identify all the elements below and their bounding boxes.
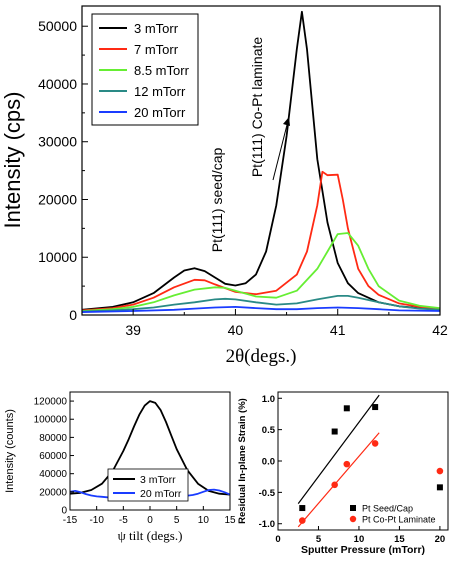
psi-y-tick-label-6: 120000 — [34, 397, 68, 408]
psi-legend-label-1: 20 mTorr — [140, 488, 182, 500]
strain-y-tick-label-4: 1.0 — [262, 394, 275, 405]
strain-x-axis-label: Sputter Pressure (mTorr) — [301, 544, 425, 556]
strain-x-tick-label-2: 10 — [354, 534, 365, 545]
xrd-x-tick-label-1: 40 — [228, 322, 244, 338]
xrd-series-4 — [81, 306, 441, 313]
strain-y-tick-label-0: -1.0 — [259, 519, 275, 530]
xrd-series-lines — [81, 10, 441, 313]
psi-y-tick-label-4: 80000 — [39, 433, 67, 444]
strain-point-1-4 — [436, 467, 444, 475]
strain-chart: 0 5 10 15 20 -1.0 -0.5 0.0 0.5 1.0 Residual In-pl… — [237, 391, 449, 556]
xrd-ticks: 39 40 41 42 0 10000 20000 30000 40000 50000 — [38, 18, 448, 338]
xrd-y-tick-label-0: 0 — [69, 307, 77, 323]
strain-x-tick-label-4: 20 — [435, 534, 446, 545]
strain-y-tick-label-1: -0.5 — [259, 488, 276, 499]
strain-legend-marker-0 — [350, 505, 356, 511]
psi-x-tick-label-4: 5 — [174, 515, 180, 526]
strain-y-tick-label-3: 0.5 — [262, 425, 276, 436]
strain-series-marks — [297, 394, 444, 528]
xrd-y-tick-label-3: 30000 — [38, 134, 77, 150]
psi-y-tick-label-1: 20000 — [39, 487, 67, 498]
psi-y-axis-label: Intensity (counts) — [4, 409, 16, 493]
strain-point-0-3 — [372, 404, 379, 411]
strain-legend-marker-1 — [349, 515, 357, 523]
annotation-seed-cap: Pt(111) seed/cap — [209, 148, 225, 253]
xrd-y-tick-label-4: 40000 — [38, 76, 77, 92]
psi-x-tick-label-1: -10 — [89, 515, 104, 526]
xrd-series-2 — [81, 232, 441, 312]
xrd-legend-label-3: 12 mTorr — [134, 84, 186, 99]
strain-y-tick-label-2: 0.0 — [262, 457, 275, 468]
psi-y-tick-label-0: 0 — [61, 506, 67, 517]
xrd-x-tick-label-3: 42 — [432, 322, 448, 338]
strain-point-1-2 — [343, 460, 351, 468]
xrd-legend-label-4: 20 mTorr — [134, 105, 186, 120]
psi-legend-box — [107, 468, 189, 502]
strain-legend-label-1: Pt Co-Pt Laminate — [362, 515, 436, 525]
xrd-series-0 — [81, 10, 441, 311]
psi-legend: 3 mTorr 20 mTorr — [107, 468, 189, 502]
psi-series-0 — [69, 400, 231, 496]
xrd-chart: 39 40 41 42 0 10000 20000 30000 40000 50000 Inten… — [0, 5, 448, 367]
strain-y-axis-label: Residual In-plane Strain (%) — [237, 398, 248, 524]
psi-y-tick-label-5: 100000 — [34, 415, 68, 426]
psi-y-tick-label-2: 40000 — [39, 469, 67, 480]
psi-x-tick-label-5: 10 — [198, 515, 210, 526]
annotation-laminate-arrow — [272, 116, 290, 181]
psi-ticks: -15 -10 -5 0 5 10 15 0 20000 40000 60000 80000 10000… — [34, 397, 236, 526]
xrd-series-1 — [81, 170, 441, 312]
xrd-y-tick-label-2: 20000 — [38, 191, 77, 207]
strain-x-tick-label-3: 15 — [394, 534, 405, 545]
psi-legend-label-0: 3 mTorr — [140, 474, 176, 486]
psi-x-tick-label-6: 15 — [224, 515, 236, 526]
strain-point-1-0 — [298, 517, 306, 524]
xrd-legend-label-2: 8.5 mTorr — [134, 63, 190, 78]
xrd-x-tick-label-0: 39 — [125, 322, 141, 338]
psi-x-tick-label-2: -5 — [119, 515, 128, 526]
psi-y-tick-label-3: 60000 — [39, 451, 67, 462]
strain-x-tick-label-1: 5 — [316, 534, 322, 545]
xrd-x-axis-label: 2θ(degs.) — [226, 346, 297, 367]
psi-x-tick-label-0: -15 — [63, 515, 78, 526]
xrd-series-3 — [81, 295, 441, 313]
annotation-laminate: Pt(111) Co-Pt laminate — [249, 37, 265, 178]
strain-point-1-1 — [331, 481, 338, 489]
strain-point-0-2 — [343, 405, 350, 412]
xrd-y-tick-label-1: 10000 — [38, 249, 77, 265]
psi-x-axis-label: ψ tilt (degs.) — [118, 528, 183, 543]
strain-legend-label-0: Pt Seed/Cap — [362, 504, 413, 514]
xrd-legend: 3 mTorr 7 mTorr 8.5 mTorr 12 mTorr 20 mTorr — [91, 13, 199, 126]
strain-fit-line-1 — [297, 432, 380, 528]
strain-point-1-3 — [371, 440, 379, 447]
strain-ticks: 0 5 10 15 20 -1.0 -0.5 0.0 0.5 1.0 — [259, 394, 446, 545]
xrd-legend-label-0: 3 mTorr — [134, 21, 179, 36]
psi-chart: -15 -10 -5 0 5 10 15 0 20000 40000 60000 80000 10000… — [4, 391, 236, 543]
strain-fit-line-0 — [297, 394, 380, 505]
xrd-legend-label-1: 7 mTorr — [134, 42, 179, 57]
strain-x-tick-label-0: 0 — [275, 534, 280, 545]
strain-point-0-1 — [331, 428, 338, 435]
xrd-plot-frame — [81, 5, 441, 316]
xrd-x-tick-label-2: 41 — [330, 322, 346, 338]
strain-point-0-0 — [299, 505, 306, 512]
annotation-laminate-arrowhead — [283, 117, 290, 126]
xrd-y-axis-label: Intensity (cps) — [0, 92, 25, 229]
psi-x-tick-label-3: 0 — [147, 515, 153, 526]
strain-point-0-4 — [436, 484, 443, 491]
xrd-y-tick-label-5: 50000 — [38, 18, 77, 34]
